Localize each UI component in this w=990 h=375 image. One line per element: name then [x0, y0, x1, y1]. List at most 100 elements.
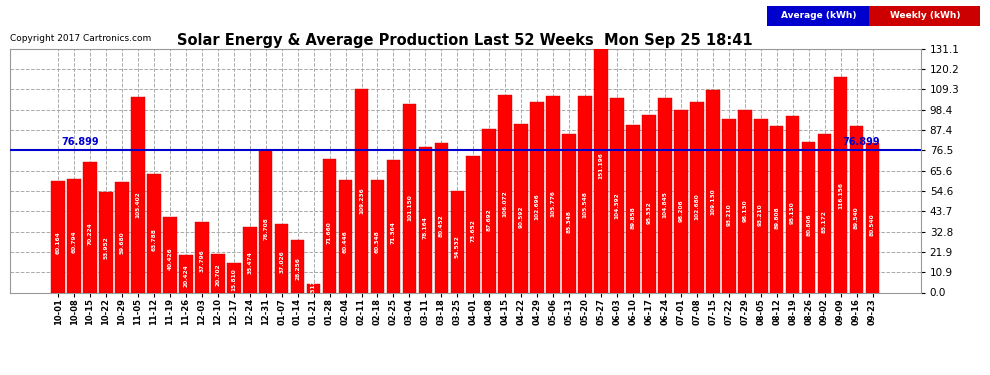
Bar — [770, 126, 783, 292]
Bar — [562, 134, 576, 292]
Text: 104.392: 104.392 — [615, 192, 620, 219]
Bar — [148, 174, 160, 292]
Text: 105.548: 105.548 — [582, 191, 588, 217]
Title: Solar Energy & Average Production Last 52 Weeks  Mon Sep 25 18:41: Solar Energy & Average Production Last 5… — [177, 33, 753, 48]
Text: 89.858: 89.858 — [631, 206, 636, 229]
Text: 28.256: 28.256 — [295, 257, 300, 280]
Text: 60.348: 60.348 — [375, 231, 380, 254]
Text: 102.680: 102.680 — [694, 193, 699, 220]
Bar — [482, 129, 496, 292]
Text: 76.899: 76.899 — [842, 137, 880, 147]
Text: Copyright 2017 Cartronics.com: Copyright 2017 Cartronics.com — [10, 34, 151, 43]
Bar — [275, 224, 288, 292]
Text: 76.708: 76.708 — [263, 217, 268, 240]
Text: 109.236: 109.236 — [359, 188, 364, 214]
Bar — [610, 98, 624, 292]
Text: 89.540: 89.540 — [854, 206, 859, 229]
Text: 78.164: 78.164 — [423, 216, 428, 238]
Text: 15.810: 15.810 — [232, 268, 237, 291]
Text: 73.652: 73.652 — [471, 219, 476, 242]
Bar — [179, 255, 193, 292]
Text: 85.348: 85.348 — [566, 210, 571, 232]
Bar — [323, 159, 337, 292]
Text: 40.426: 40.426 — [167, 247, 172, 270]
Text: Weekly (kWh): Weekly (kWh) — [889, 12, 960, 20]
FancyBboxPatch shape — [869, 6, 980, 26]
Bar — [578, 96, 592, 292]
Bar — [754, 119, 767, 292]
Text: 98.130: 98.130 — [742, 199, 747, 222]
Text: 102.696: 102.696 — [535, 193, 540, 220]
Bar — [339, 180, 352, 292]
Text: 70.224: 70.224 — [87, 222, 92, 245]
Bar — [818, 134, 832, 292]
Text: 71.364: 71.364 — [391, 221, 396, 244]
Bar — [450, 191, 464, 292]
Bar — [865, 143, 879, 292]
Text: 59.680: 59.680 — [120, 231, 125, 254]
Text: 89.808: 89.808 — [774, 206, 779, 229]
Text: 101.150: 101.150 — [407, 195, 412, 221]
Text: 60.794: 60.794 — [71, 230, 76, 253]
Text: 54.532: 54.532 — [454, 236, 459, 258]
Text: 37.796: 37.796 — [199, 249, 204, 272]
Bar — [849, 126, 863, 292]
Bar — [674, 110, 688, 292]
Bar — [786, 116, 800, 292]
Bar — [211, 254, 225, 292]
Text: 53.952: 53.952 — [104, 236, 109, 259]
Bar — [738, 110, 751, 292]
Text: 90.592: 90.592 — [519, 206, 524, 228]
Bar — [163, 217, 176, 292]
Bar — [419, 147, 433, 292]
Bar — [195, 222, 209, 292]
Text: 37.026: 37.026 — [279, 250, 284, 273]
Bar — [722, 119, 736, 292]
Bar — [99, 192, 113, 292]
Bar — [834, 76, 847, 292]
Bar — [643, 115, 655, 292]
Text: 76.899: 76.899 — [61, 137, 99, 147]
Bar — [466, 156, 480, 292]
Text: 60.446: 60.446 — [343, 231, 348, 253]
Text: 35.474: 35.474 — [248, 251, 252, 274]
Text: 63.788: 63.788 — [151, 228, 156, 251]
Text: 109.130: 109.130 — [710, 188, 716, 214]
Text: 106.072: 106.072 — [503, 190, 508, 217]
Bar — [370, 180, 384, 292]
Bar — [690, 102, 704, 292]
Bar — [594, 11, 608, 292]
Text: 98.206: 98.206 — [678, 199, 683, 222]
Text: 105.776: 105.776 — [550, 190, 555, 217]
Text: 80.540: 80.540 — [870, 214, 875, 236]
Text: 20.702: 20.702 — [215, 264, 221, 286]
Text: 116.156: 116.156 — [839, 182, 843, 209]
Text: 80.806: 80.806 — [806, 214, 811, 236]
Text: 71.660: 71.660 — [327, 221, 332, 244]
Text: 151.196: 151.196 — [599, 153, 604, 179]
Bar — [131, 96, 145, 292]
Bar — [83, 162, 97, 292]
Text: 80.452: 80.452 — [439, 214, 444, 237]
Bar — [227, 263, 241, 292]
Bar — [515, 124, 528, 292]
Text: Average (kWh): Average (kWh) — [780, 12, 856, 20]
Text: 4.312: 4.312 — [311, 279, 316, 298]
Bar — [307, 285, 321, 292]
Text: 93.210: 93.210 — [758, 203, 763, 226]
Bar — [403, 104, 416, 292]
Text: 104.845: 104.845 — [662, 191, 667, 218]
Bar — [67, 180, 81, 292]
Bar — [243, 226, 256, 292]
Text: 60.164: 60.164 — [55, 231, 60, 254]
Text: 20.424: 20.424 — [183, 264, 188, 287]
Bar — [546, 96, 560, 292]
Bar — [802, 142, 816, 292]
FancyBboxPatch shape — [767, 6, 869, 26]
Bar — [658, 98, 671, 292]
Bar — [706, 90, 720, 292]
Text: 95.130: 95.130 — [790, 202, 795, 224]
Text: 87.692: 87.692 — [487, 208, 492, 231]
Bar — [354, 89, 368, 292]
Bar — [291, 240, 304, 292]
